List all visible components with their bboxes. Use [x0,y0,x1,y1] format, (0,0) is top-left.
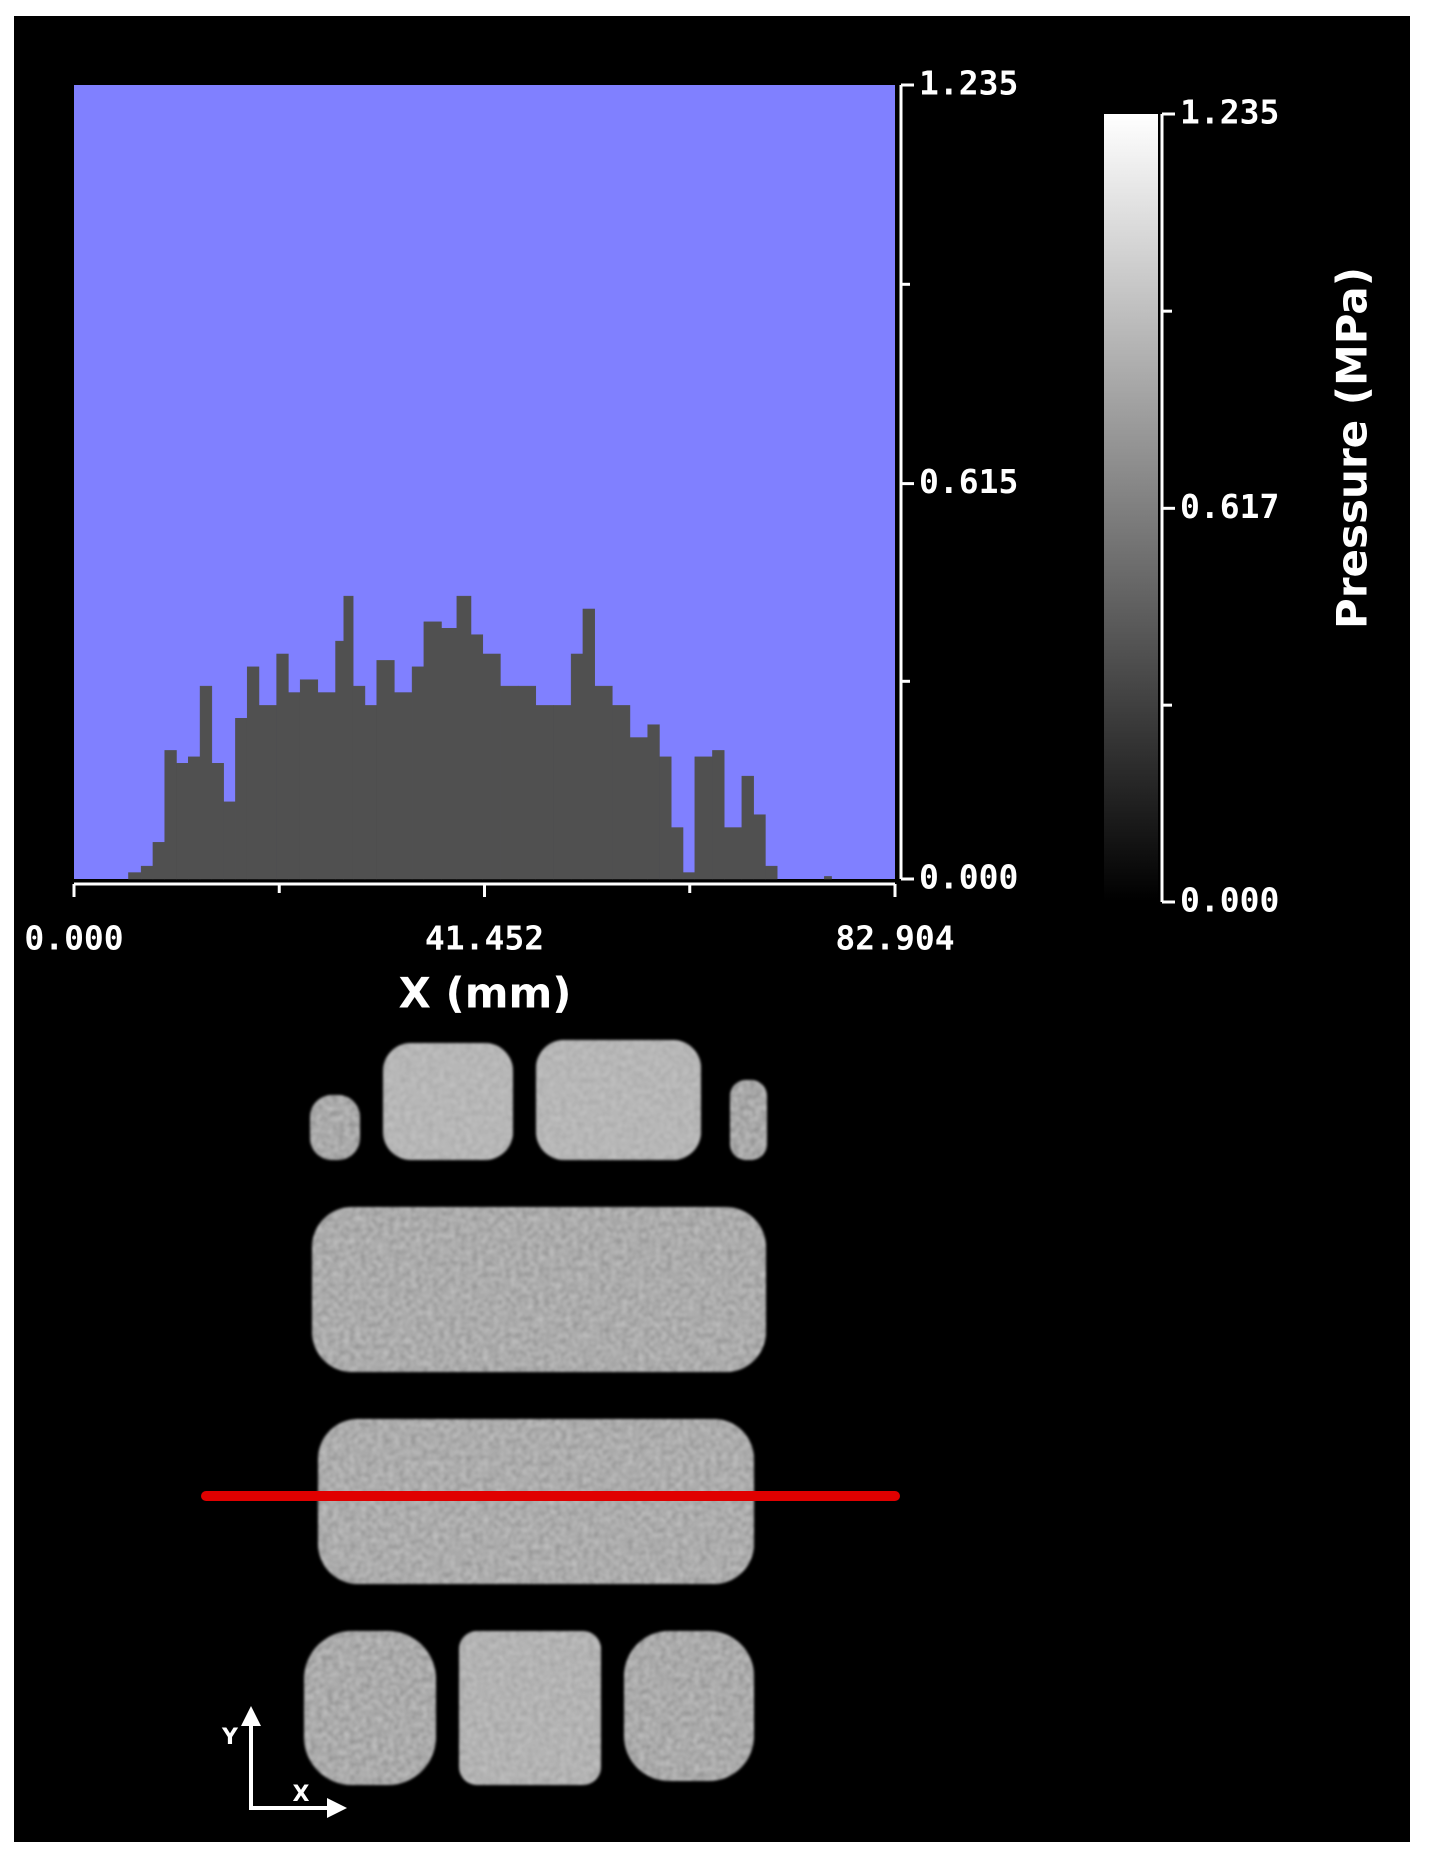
bar [176,763,189,880]
bar [258,705,277,880]
x-axis-label: X (mm) [399,969,572,1018]
colorbar-tick-label: 0.000 [1180,881,1279,920]
bar [682,872,696,880]
bar [235,718,248,880]
colorbar-tick-label: 0.617 [1180,487,1279,526]
bar [629,737,648,880]
bar [317,692,336,880]
colorbar-tick-label: 1.235 [1180,93,1279,132]
bar [411,666,425,880]
y-tick-label: 0.615 [919,462,1018,501]
bar [612,705,631,880]
contact-patch [318,1419,754,1584]
bar [164,750,177,880]
bar [152,842,165,880]
bar [335,640,345,880]
bar [765,865,778,880]
bar [140,865,154,880]
bar [517,685,537,880]
x-tick-label: 82.904 [835,919,954,958]
bar [671,827,684,880]
bar [343,595,354,880]
bar [723,827,743,880]
arrow-head [241,1706,261,1726]
bar [535,705,554,880]
bar [712,750,725,880]
y-tick-label: 1.235 [919,64,1018,103]
bar [470,634,484,880]
bar [441,628,458,880]
x-indicator: X [293,1782,310,1807]
bar [824,876,832,880]
bar [553,705,572,880]
bar [288,692,301,880]
profile [128,595,832,880]
y-tick-label: 0.000 [919,858,1018,897]
contact-patch [730,1080,767,1160]
arrow-head [327,1798,347,1818]
y-indicator: Y [221,1725,239,1750]
bar [276,653,289,880]
bar [753,814,766,880]
bar [456,595,472,880]
bar [199,685,213,880]
bar [352,685,366,880]
bar [299,679,319,880]
bar [364,705,377,880]
contact-patch [312,1207,766,1372]
bar [246,666,260,880]
bar [500,685,519,880]
bar [211,763,224,880]
colorbar-label: Pressure (MPa) [1328,267,1377,629]
bar [423,621,442,880]
bar [223,801,236,880]
bar [694,756,713,880]
x-tick-label: 0.000 [24,919,123,958]
contact-patch [304,1631,436,1785]
contact-patch [536,1040,701,1160]
bar [394,692,413,880]
bar [570,653,584,880]
bar [376,660,395,880]
pressure-map [304,1040,767,1785]
axis-arrows [249,1722,335,1810]
contact-patch [383,1043,513,1160]
contact-patch [459,1631,601,1785]
bar [188,756,201,880]
bar [647,724,660,880]
contact-patch [310,1095,360,1160]
bar [482,653,501,880]
x-tick-label: 41.452 [425,919,544,958]
bar [128,872,142,880]
axes-indicator [249,1722,335,1810]
colorbar [1104,114,1158,902]
bar [594,685,613,880]
contact-patch [624,1631,754,1781]
bar [659,756,672,880]
bar [741,775,754,880]
bar [582,608,595,880]
